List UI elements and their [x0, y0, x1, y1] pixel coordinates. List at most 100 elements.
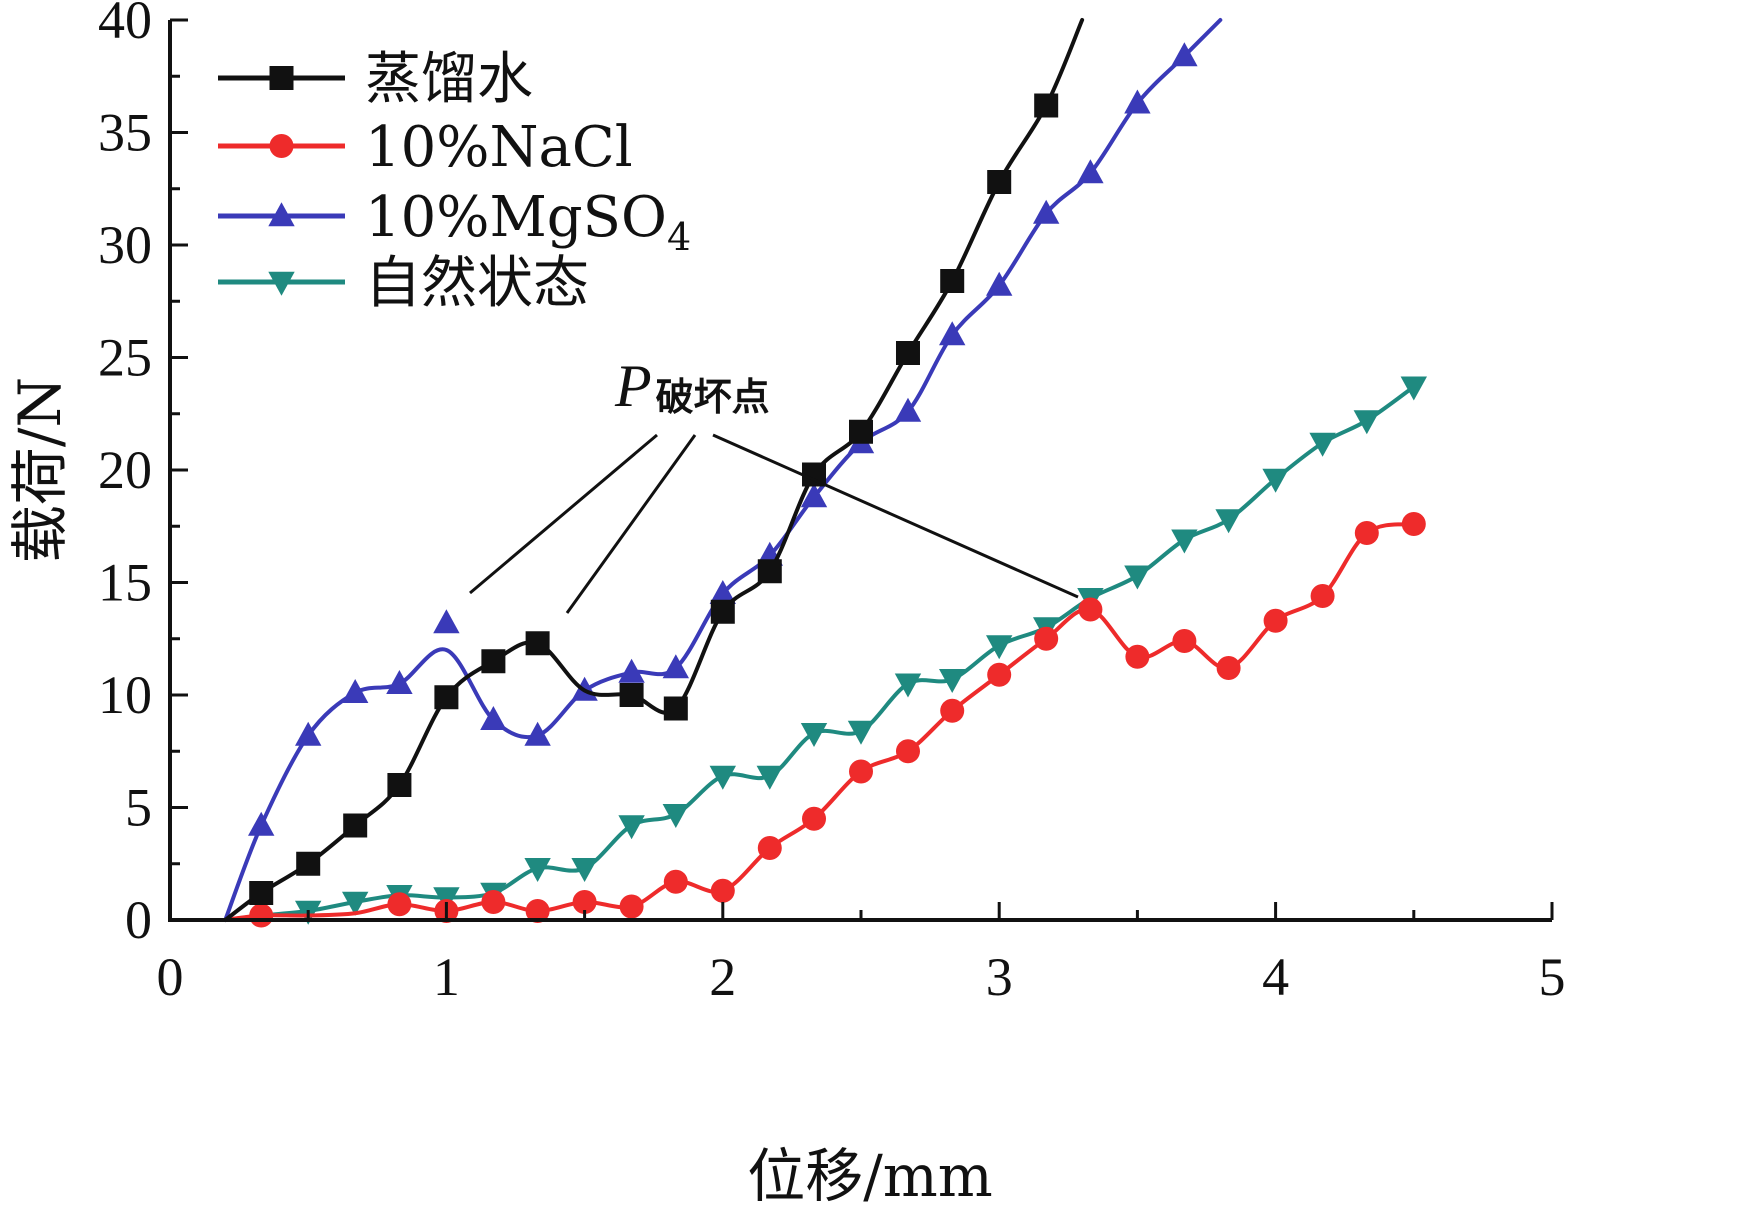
- series-3-point-18: [1124, 565, 1151, 590]
- series-1-point-9: [757, 836, 782, 860]
- series-1-point-13: [940, 698, 965, 723]
- series-3-point-12: [847, 720, 875, 745]
- series-1-point-16: [1078, 597, 1103, 622]
- series-2-point-18: [1077, 159, 1104, 184]
- series-1-point-6: [619, 894, 644, 919]
- series-2-point-1: [295, 721, 322, 746]
- y-axis-title: 载荷/N: [6, 377, 74, 563]
- series-3-point-7: [618, 815, 645, 840]
- x-tick-label-5: 5: [1539, 947, 1566, 1007]
- legend-item-0: 蒸馏水: [218, 47, 533, 112]
- series-1-point-4: [525, 899, 550, 923]
- legend-label-2: 10%MgSO4: [365, 185, 691, 259]
- series-3-point-10: [756, 765, 783, 790]
- series-2-point-14: [894, 397, 922, 422]
- legend-marker-1: [269, 134, 294, 158]
- series-0-point-2: [343, 813, 368, 838]
- series-1-point-21: [1310, 584, 1335, 608]
- legend-label-main-0: 蒸馏水: [365, 47, 533, 112]
- y-tick-label-1: 5: [125, 778, 152, 838]
- legend-item-2: 10%MgSO4: [218, 185, 691, 259]
- series-1-point-1: [387, 892, 412, 917]
- y-tick-label-7: 35: [98, 103, 152, 163]
- series-3-point-13: [894, 673, 922, 698]
- series-0-point-16: [1034, 93, 1059, 118]
- y-tick-label-8: 40: [98, 0, 152, 50]
- series-3-point-21: [1262, 468, 1289, 493]
- series-3-point-20: [1215, 509, 1242, 534]
- series-0-point-9: [710, 599, 735, 624]
- series-0-point-15: [987, 170, 1012, 194]
- y-tick-label-3: 15: [98, 553, 152, 613]
- series-0-point-6: [525, 631, 550, 656]
- series-0-point-0: [249, 881, 274, 905]
- series-3-point-9: [709, 765, 736, 790]
- series-0-point-12: [849, 419, 873, 444]
- axis-layer: 0 5 10 15 20 25 30 35 40 0 1 2 3 4 5: [98, 0, 1566, 1007]
- series-0: [223, 18, 1085, 922]
- series-3-point-22: [1309, 432, 1336, 457]
- series-1-point-19: [1216, 656, 1241, 680]
- series-2-point-4: [433, 609, 460, 634]
- series-1-point-12: [895, 739, 920, 764]
- series-0-point-3: [387, 773, 412, 797]
- series-1-point-11: [849, 759, 873, 784]
- x-tick-label-3: 3: [986, 947, 1013, 1007]
- series-0-point-5: [481, 649, 506, 674]
- series-2: [223, 18, 1223, 922]
- annotation-label: P 破坏点: [614, 353, 770, 419]
- series-2-point-17: [1032, 199, 1060, 224]
- series-1-point-14: [987, 662, 1012, 687]
- series-2-point-8: [618, 658, 645, 683]
- series-0-point-4: [434, 685, 459, 710]
- series-1-point-18: [1172, 629, 1197, 653]
- series-2-point-15: [939, 321, 966, 346]
- series-2-point-10: [709, 579, 736, 604]
- series-2-point-20: [1171, 42, 1198, 67]
- legend-label-sub-2: 4: [667, 215, 691, 259]
- series-3-point-24: [1400, 376, 1427, 401]
- series-1-point-15: [1034, 626, 1059, 651]
- x-tick-label-4: 4: [1262, 947, 1289, 1007]
- x-axis-title: 位移/mm: [747, 1142, 993, 1210]
- series-1: [223, 512, 1426, 928]
- series-1-point-7: [663, 869, 688, 894]
- y-tick-label-2: 10: [98, 665, 152, 725]
- series-1-point-22: [1354, 521, 1379, 545]
- series-3-point-11: [800, 723, 828, 748]
- x-tick-label-1: 1: [433, 947, 460, 1007]
- series-0-point-14: [940, 269, 965, 293]
- series-3-point-5: [524, 858, 551, 883]
- series-2-point-3: [386, 669, 413, 694]
- legend-marker-3: [268, 271, 295, 296]
- series-0-point-8: [663, 696, 688, 721]
- annotation-leader-0: [469, 433, 658, 595]
- series-layer: [223, 18, 1427, 928]
- series-2-point-5: [480, 705, 507, 730]
- series-0-point-7: [619, 683, 644, 707]
- legend-label-main-2: 10%MgSO: [365, 185, 667, 250]
- legend-marker-2: [268, 202, 295, 227]
- y-tick-label-6: 30: [98, 215, 152, 275]
- legend-item-3: 自然状态: [218, 251, 589, 316]
- y-tick-label-4: 20: [98, 440, 152, 500]
- legend-label-3: 自然状态: [365, 251, 589, 316]
- series-2-point-12: [800, 483, 828, 508]
- series-3-point-6: [571, 858, 598, 883]
- legend-label-0: 蒸馏水: [365, 47, 533, 112]
- series-1-point-5: [572, 890, 597, 914]
- series-1-point-10: [802, 806, 827, 831]
- series-1-point-8: [710, 878, 735, 903]
- legend-label-main-1: 10%NaCl: [365, 115, 633, 180]
- series-1-point-23: [1401, 512, 1426, 536]
- series-3-point-15: [986, 635, 1013, 660]
- series-3-point-14: [939, 669, 966, 694]
- annotation-main: P: [614, 353, 652, 419]
- series-1-point-20: [1263, 608, 1288, 633]
- series-line-1: [223, 522, 1416, 922]
- series-line-0: [223, 18, 1085, 922]
- series-0-point-1: [296, 851, 321, 876]
- series-3-point-1: [341, 891, 369, 916]
